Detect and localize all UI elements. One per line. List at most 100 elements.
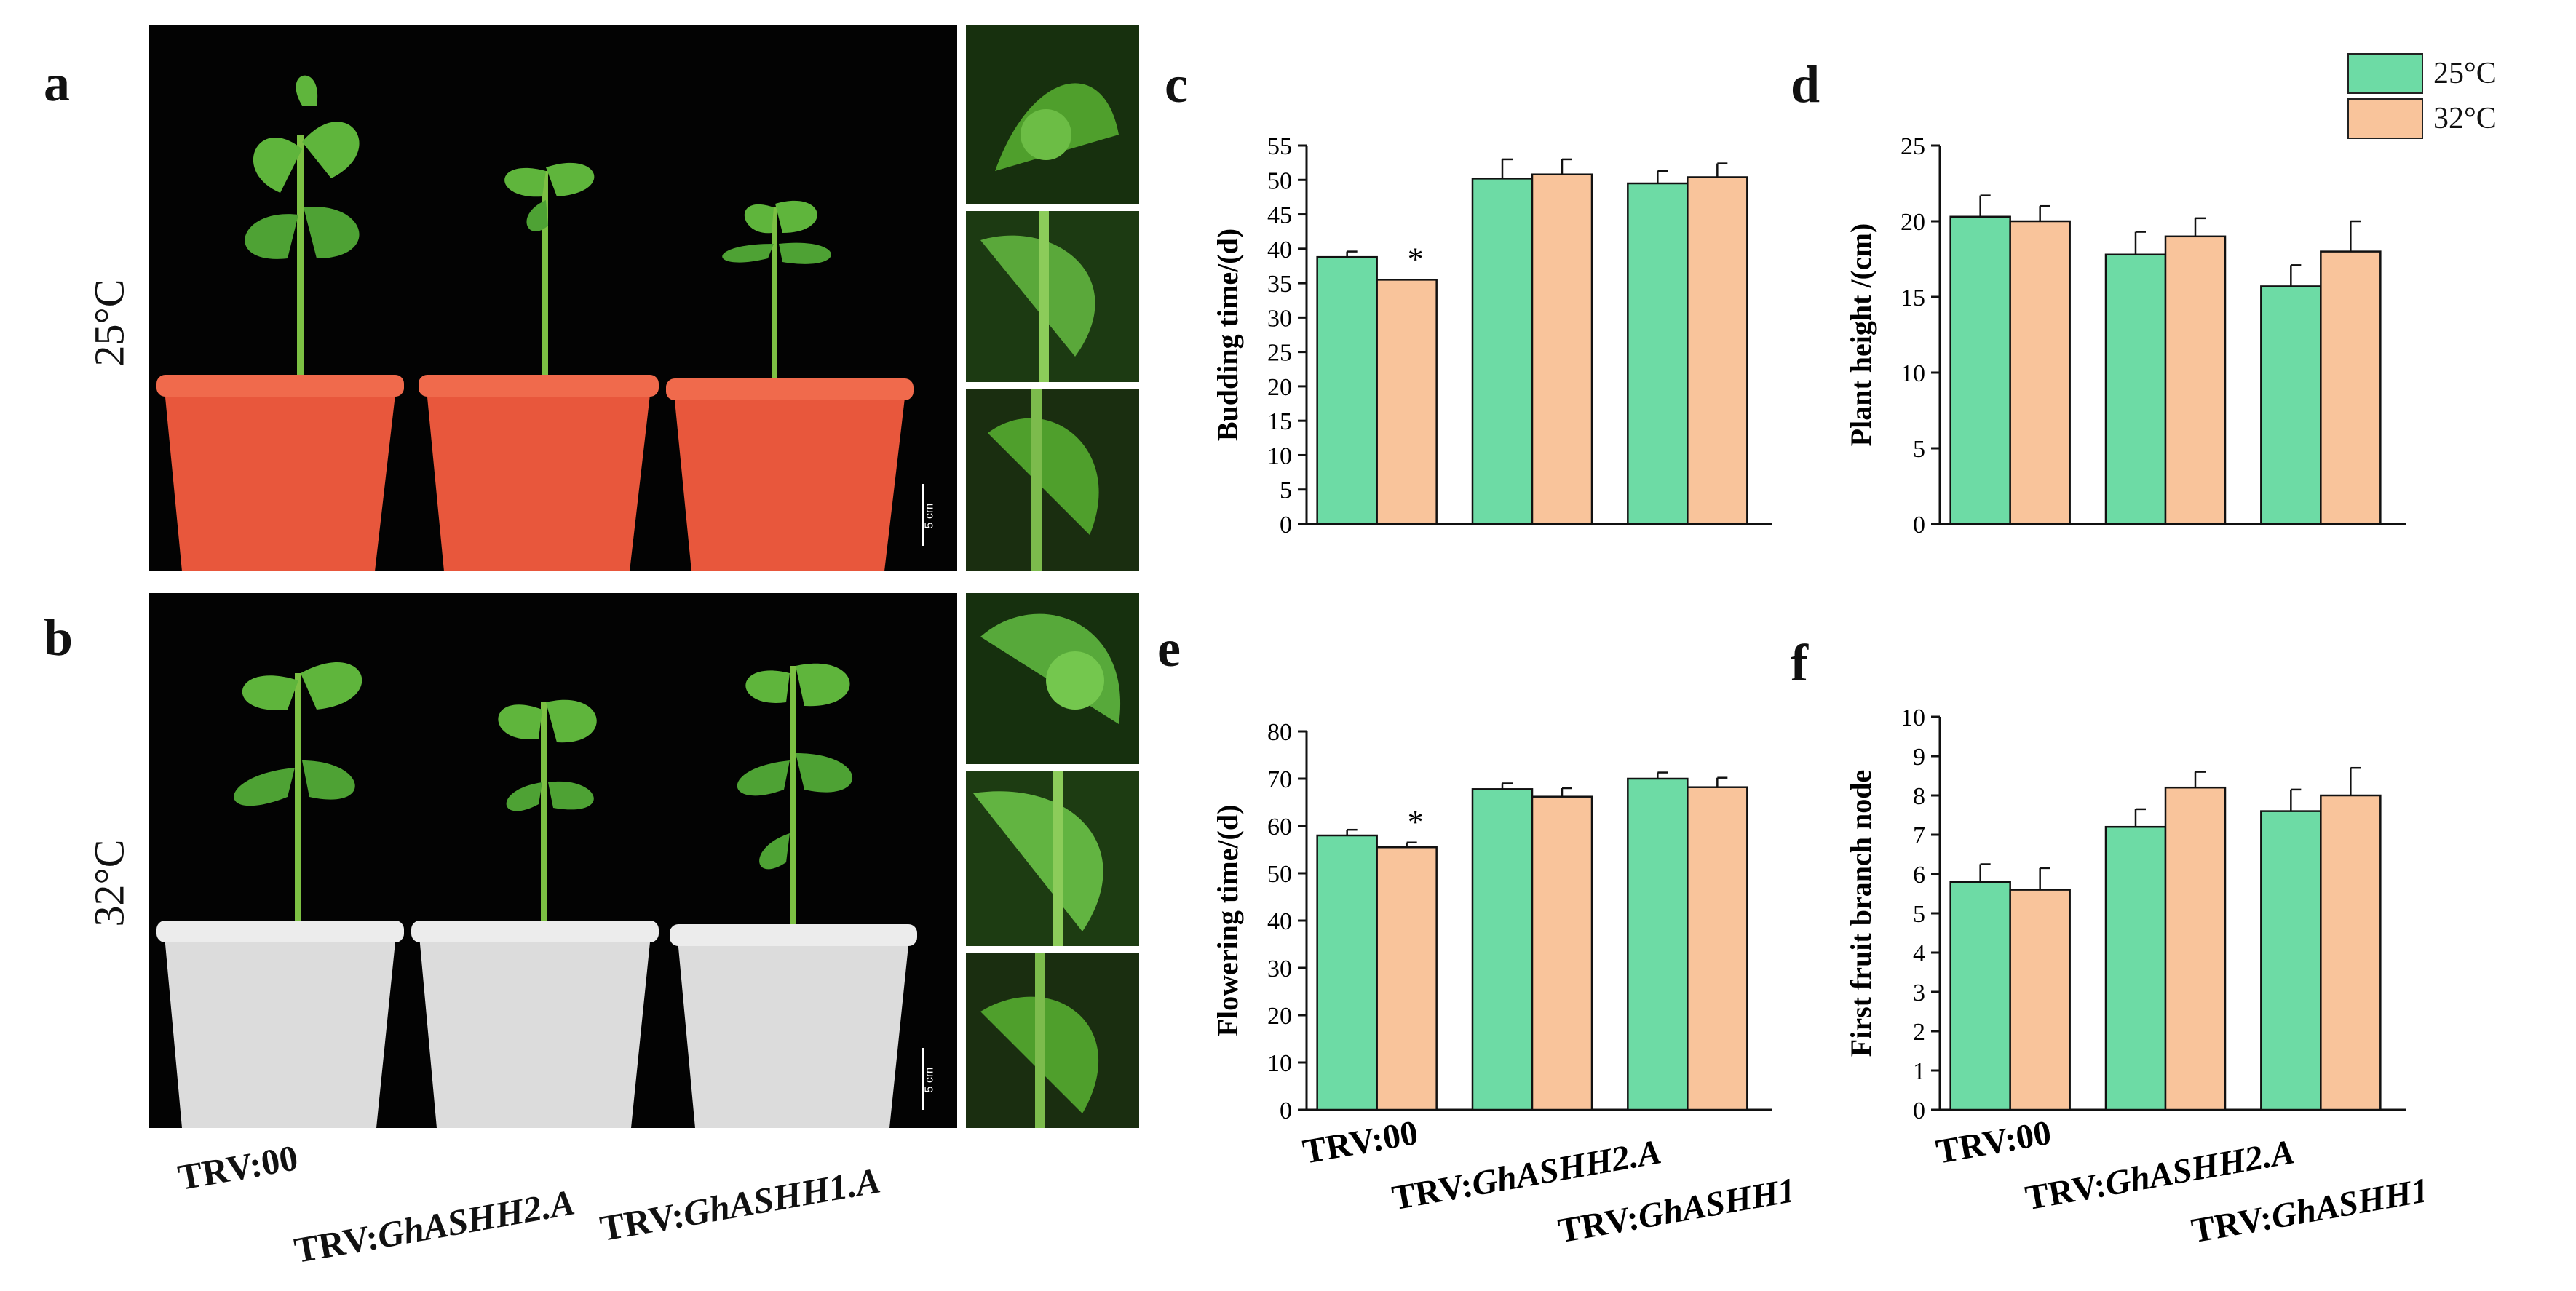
photo-panel-25c: 5 cm xyxy=(149,25,957,571)
pot-4 xyxy=(156,921,404,1128)
panel-letter-e: e xyxy=(1157,619,1181,678)
panel-letter-c: c xyxy=(1165,55,1188,114)
bar-25c xyxy=(2260,285,2322,525)
x-tick-prefix: TRV: xyxy=(1300,1119,1387,1172)
y-tick-label: 45 xyxy=(1267,202,1292,229)
y-tick-label: 5 xyxy=(1280,477,1292,504)
y-tick-label: 50 xyxy=(1267,167,1292,194)
bar-25c xyxy=(1949,215,2011,525)
bar-25c xyxy=(1316,834,1378,1111)
y-tick-label: 10 xyxy=(1901,360,1925,387)
y-tick-label: 4 xyxy=(1913,940,1925,967)
inset-photo-a2 xyxy=(966,211,1139,382)
legend-swatch-25c xyxy=(2347,53,2423,94)
bar-25c xyxy=(1471,788,1534,1111)
chart-flowering-time: 0 10 20 30 40 50 60 70 80 Flowering time/(d) * TRV:… xyxy=(1211,719,1791,1251)
x-tick-gene: 00 xyxy=(2013,1113,2054,1158)
x-tick-prefix: TRV: xyxy=(2189,1199,2275,1251)
significance-marker: * xyxy=(1408,804,1424,840)
bar-25c xyxy=(1316,255,1378,525)
bar-25c xyxy=(2104,253,2167,525)
bar-25c xyxy=(1627,777,1689,1111)
scale-bar-label: 5 cm xyxy=(923,503,936,529)
y-tick-label: 10 xyxy=(1267,1050,1292,1077)
panel-letter-f: f xyxy=(1791,634,1808,692)
legend-swatch-32c xyxy=(2347,98,2423,139)
y-tick-label: 40 xyxy=(1267,908,1292,935)
x-tick-gene: GhASHH2.A xyxy=(1469,1132,1664,1204)
legend-item-32c: 32°C xyxy=(2347,96,2497,141)
y-tick-label: 3 xyxy=(1913,980,1925,1006)
significance-marker: * xyxy=(1408,241,1424,277)
y-tick-label: 25 xyxy=(1901,133,1925,160)
y-tick-label: 0 xyxy=(1913,1097,1925,1124)
y-tick-label: 1 xyxy=(1913,1058,1925,1085)
inset-photo-b3 xyxy=(966,953,1139,1128)
y-tick-label: 0 xyxy=(1280,512,1292,539)
photo-group-label-2: TRV:GhASHH2.A xyxy=(291,1181,578,1271)
bar-32c xyxy=(1687,176,1748,525)
bar-25c xyxy=(1627,182,1689,525)
y-tick-label: 20 xyxy=(1267,1003,1292,1030)
x-tick-gene: GhASHH1.A xyxy=(1635,1165,1791,1236)
plant-6 xyxy=(737,663,853,979)
plant-2 xyxy=(504,162,595,418)
bar-32c xyxy=(1376,846,1438,1111)
x-tick-gene: GhASHH1.A xyxy=(2268,1165,2424,1236)
y-tick-label: 8 xyxy=(1913,783,1925,810)
bar-32c xyxy=(1531,795,1593,1111)
inset-photo-a1 xyxy=(966,25,1139,204)
y-tick-label: 10 xyxy=(1901,704,1925,731)
bar-32c xyxy=(1687,786,1748,1111)
plant-3 xyxy=(722,200,831,418)
plant-5 xyxy=(498,699,597,979)
bar-25c xyxy=(1949,881,2011,1111)
x-tick-gene: GhASHH2.A xyxy=(2102,1132,2297,1204)
bar-25c xyxy=(2260,810,2322,1111)
temperature-label-25: 25°C xyxy=(85,279,133,367)
temperature-label-32: 32°C xyxy=(85,839,133,927)
pot-1 xyxy=(156,375,404,571)
y-tick-label: 25 xyxy=(1267,340,1292,367)
y-tick-label: 35 xyxy=(1267,271,1292,298)
bar-25c xyxy=(2104,825,2167,1111)
pot-5 xyxy=(411,921,659,1128)
y-tick-label: 15 xyxy=(1901,285,1925,311)
bar-32c xyxy=(1376,279,1438,525)
bar-32c xyxy=(2009,220,2071,525)
photo-panel-32c: 5 cm xyxy=(149,593,957,1128)
x-tick-prefix: TRV: xyxy=(1555,1199,1642,1251)
y-tick-label: 20 xyxy=(1267,374,1292,401)
plant-4 xyxy=(234,662,362,979)
y-tick-label: 2 xyxy=(1913,1019,1925,1046)
chart-budding-time: 0 5 10 15 20 25 30 35 40 45 50 55 Budding time/(d) * xyxy=(1211,133,1772,539)
x-tick-prefix: TRV: xyxy=(1933,1119,2020,1172)
y-tick-label: 80 xyxy=(1267,719,1292,746)
inset-photo-b2 xyxy=(966,771,1139,946)
x-tick-gene: 00 xyxy=(1380,1113,1421,1158)
y-tick-label: 30 xyxy=(1267,305,1292,332)
legend-label-32c: 32°C xyxy=(2433,102,2497,135)
bar-32c xyxy=(2164,786,2227,1111)
bar-32c xyxy=(1531,173,1593,525)
y-axis-label: Flowering time/(d) xyxy=(1211,805,1244,1037)
y-axis-label: Plant height /(cm) xyxy=(1844,223,1877,447)
y-tick-label: 7 xyxy=(1913,822,1925,849)
y-tick-label: 6 xyxy=(1913,862,1925,889)
panel-letter-d: d xyxy=(1791,55,1820,114)
y-tick-label: 70 xyxy=(1267,766,1292,793)
plant-1 xyxy=(245,75,360,426)
legend: 25°C 32°C xyxy=(2347,51,2497,141)
bar-25c xyxy=(1471,178,1534,525)
photo-group-label-3: TRV:GhASHH1.A xyxy=(597,1159,884,1250)
y-tick-label: 40 xyxy=(1267,237,1292,263)
bar-32c xyxy=(2164,235,2227,525)
pot-6 xyxy=(670,924,917,1128)
y-tick-label: 50 xyxy=(1267,861,1292,888)
pot-3 xyxy=(666,378,914,571)
pot-2 xyxy=(419,375,659,571)
inset-photo-b1 xyxy=(966,593,1139,764)
y-tick-label: 15 xyxy=(1267,408,1292,435)
plants-red-pots-image xyxy=(156,75,924,571)
photo-group-label-1: TRV:00 xyxy=(175,1137,301,1199)
